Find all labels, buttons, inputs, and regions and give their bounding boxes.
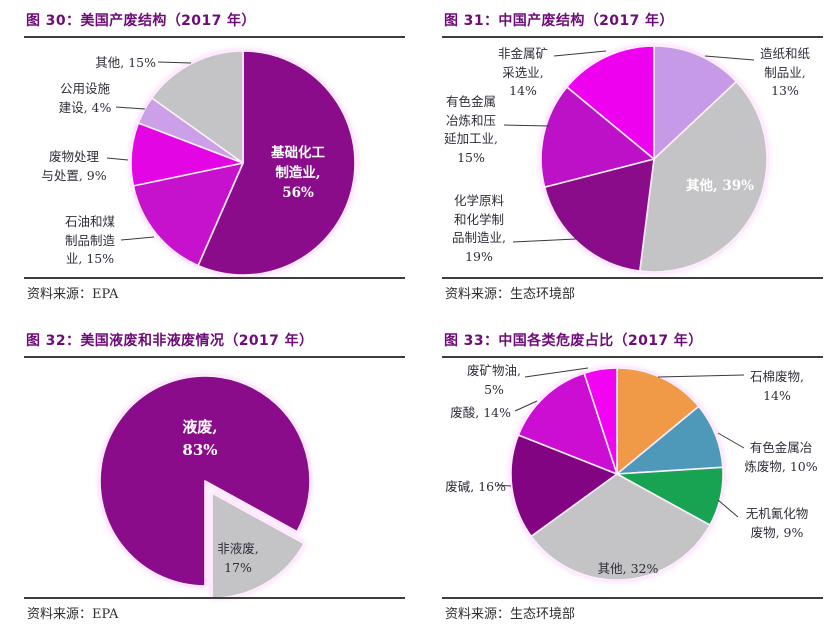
source-note: 资料来源：生态环境部: [445, 287, 576, 302]
label-leader-line: [496, 484, 512, 487]
figure-panel-30: 图 30：美国产废结构（2017 年） 其他, 15% 公用设施 建设, 4% 废物处…: [0, 0, 418, 320]
pie-slice-3-3: [530, 473, 711, 581]
label-leader-line: [120, 236, 155, 241]
pie-slice-0-1: [132, 162, 244, 267]
pie-slice-3-4: [510, 434, 618, 538]
slice-label: 石棉废物, 14%: [750, 369, 804, 403]
figure-33-title: 图 33：中国各类危废占比（2017 年）: [444, 333, 703, 349]
slice-label: 造纸和纸 制品业, 13%: [759, 46, 810, 98]
pie-slice-1-2: [543, 158, 655, 272]
label-leader-line: [512, 238, 577, 243]
source-rule: [24, 277, 405, 279]
pie-slice-2-0: [99, 375, 311, 587]
slice-label: 基础化工 制造业, 56%: [271, 145, 325, 201]
source-rule: [442, 277, 823, 279]
slice-label: 有色金属冶 炼废物, 10%: [744, 440, 818, 474]
slice-label: 废物处理 与处置, 9%: [41, 149, 107, 183]
figure-panel-31: 图 31：中国产废结构（2017 年） 非金属矿 采选业, 14% 有色金属 冶炼和压延…: [418, 0, 836, 320]
source-note: 资料来源：EPA: [27, 607, 119, 622]
label-leader-line: [503, 124, 550, 127]
slice-label: 化学原料 和化学制 品制造业, 19%: [452, 193, 506, 264]
pie-slice-0-0: [197, 50, 356, 276]
label-leader-line: [115, 106, 146, 110]
pie-chart-china-waste-structure: [503, 45, 768, 273]
slice-label: 其他, 15%: [95, 55, 156, 70]
slice-label: 非液废, 17%: [217, 541, 259, 575]
pie-slice-1-0: [653, 45, 738, 160]
figure-panel-33: 图 33：中国各类危废占比（2017 年） 石棉废物, 14% 有色金属冶 炼废物, …: [418, 320, 836, 631]
pie-slice-3-0: [616, 367, 700, 475]
slice-label: 废矿物油, 5%: [467, 363, 521, 397]
label-leader-line: [657, 374, 745, 378]
title-rule: [24, 36, 405, 38]
label-leader-line: [704, 55, 755, 61]
slice-label: 非金属矿 采选业, 14%: [497, 46, 548, 98]
title-rule: [442, 356, 823, 358]
figure-30-title: 图 30：美国产废结构（2017 年）: [26, 13, 256, 29]
label-leader-line: [717, 499, 739, 518]
pie-slice-1-1: [639, 80, 768, 273]
figure-31-title: 图 31：中国产废结构（2017 年）: [444, 13, 674, 29]
source-note: 资料来源：生态环境部: [445, 607, 576, 622]
pie-slice-0-4: [151, 50, 244, 164]
slice-label: 废酸, 14%: [450, 405, 511, 420]
source-rule: [442, 597, 823, 599]
label-leader-line: [553, 50, 607, 57]
pie-chart-us-liquid-waste: [99, 375, 311, 599]
slice-label: 其他, 39%: [685, 178, 754, 194]
slice-label: 液废, 83%: [182, 418, 218, 459]
label-leader-line: [157, 61, 192, 64]
slice-label: 废碱, 16%: [445, 479, 506, 494]
slice-label: 其他, 32%: [597, 561, 659, 576]
figure-panel-32: 图 32：美国液废和非液废情况（2017 年） 液废, 83% 非液废, 17% 资料…: [0, 320, 418, 631]
figure-32-title: 图 32：美国液废和非液废情况（2017 年）: [26, 333, 314, 349]
title-rule: [24, 356, 405, 358]
label-leader-line: [514, 400, 538, 412]
label-leader-line: [106, 157, 129, 161]
pie-slice-1-3: [540, 86, 655, 188]
label-leader-line: [524, 367, 589, 378]
pie-slice-3-6: [583, 367, 618, 475]
slice-label: 无机氰化物 废物, 9%: [745, 506, 809, 540]
title-rule: [442, 36, 823, 38]
slice-label: 公用设施 建设, 4%: [58, 81, 112, 115]
source-rule: [24, 597, 405, 599]
pie-slice-1-4: [566, 45, 655, 160]
source-note: 资料来源：EPA: [27, 287, 119, 302]
pie-chart-us-waste-structure: [106, 50, 356, 276]
slice-label: 石油和煤 制品制造 业, 15%: [64, 214, 115, 266]
pie-chart-china-hazardous-waste: [496, 367, 745, 581]
label-leader-line: [717, 432, 745, 449]
slice-label: 有色金属 冶炼和压 延加工业, 15%: [444, 94, 498, 165]
